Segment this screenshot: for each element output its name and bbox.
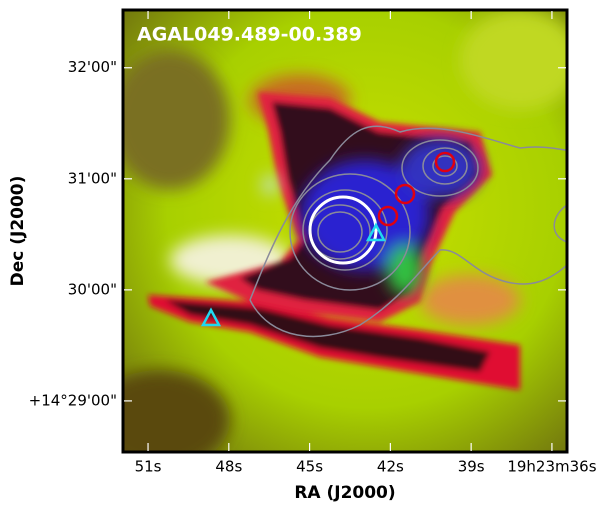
x-tick-label: 45s [296,458,323,476]
y-tick-label: 32'00" [68,58,117,76]
y-tick-label: 30'00" [68,280,117,298]
y-tick-label: 31'00" [68,169,117,187]
x-tick-label: 39s [458,458,485,476]
y-tick-label: +14°29'00" [29,391,117,409]
x-tick-label: 51s [135,458,162,476]
x-tick-label: 42s [377,458,404,476]
x-tick-label: 19h23m36s [507,458,596,476]
x-axis-label: RA (J2000) [294,483,395,503]
y-axis-label: Dec (J2000) [8,176,28,287]
x-tick-label: 48s [215,458,242,476]
plot-frame [121,8,569,454]
sky-image [123,10,567,452]
chart-title: AGAL049.489-00.389 [137,24,362,46]
